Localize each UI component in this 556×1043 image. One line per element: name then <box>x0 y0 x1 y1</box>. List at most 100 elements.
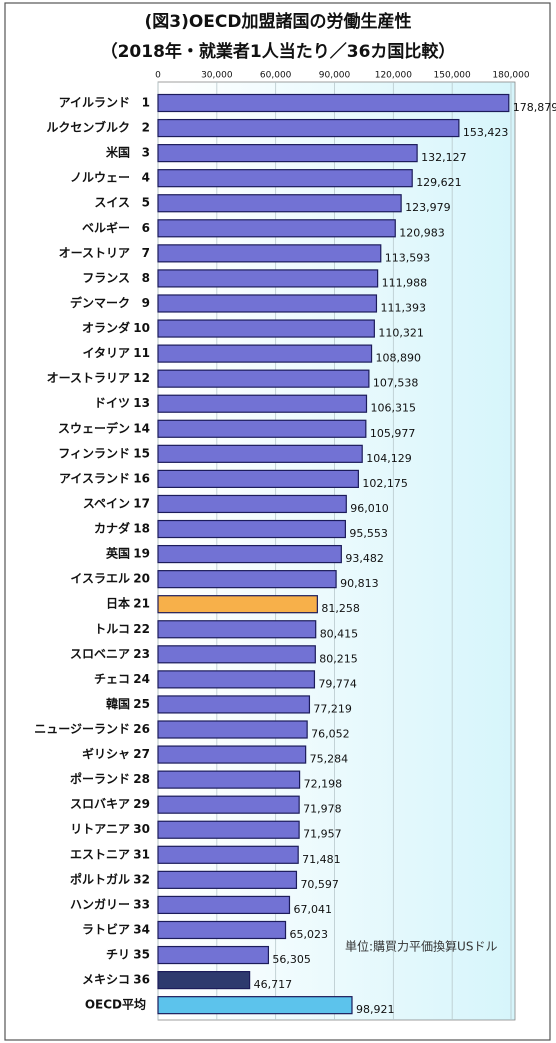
category-label: スペイン <box>83 496 130 510</box>
category-label: 韓国 <box>106 696 130 711</box>
bar <box>157 795 300 814</box>
bar <box>157 945 270 965</box>
bar <box>157 444 363 463</box>
category-label: ルクセンブルク <box>46 120 130 135</box>
x-tick-label: 120,000 <box>375 71 412 81</box>
x-tick-label: 30,000 <box>201 71 233 81</box>
category-label: オーストラリア <box>47 371 130 385</box>
category-label: イタリア <box>82 346 130 360</box>
value-label: 79,774 <box>318 677 357 690</box>
category-label: トルコ <box>94 622 130 636</box>
value-label: 46,717 <box>254 978 293 991</box>
category-label: ラトビア <box>82 921 130 936</box>
rank-label: 24 <box>133 672 150 686</box>
value-label: 113,593 <box>385 251 431 264</box>
chart-subtitle: （2018年・就業者1人当たり／36カ国比較） <box>101 41 456 62</box>
rank-label: 34 <box>133 922 150 936</box>
category-label: ギリシャ <box>82 746 130 761</box>
bar <box>157 144 418 163</box>
bar <box>157 194 402 213</box>
bar <box>157 419 367 438</box>
value-label: 71,481 <box>302 853 341 866</box>
bar <box>157 820 300 839</box>
rank-label: 17 <box>133 496 150 510</box>
rank-label: 18 <box>133 522 150 536</box>
rank-label: 19 <box>133 547 150 561</box>
rank-label: 35 <box>133 948 150 962</box>
category-label: チェコ <box>94 672 130 686</box>
bar <box>157 544 342 564</box>
rank-label: 29 <box>133 797 150 811</box>
value-label: 93,482 <box>345 552 384 565</box>
category-label: オランダ <box>82 320 130 335</box>
rank-label: 21 <box>133 597 150 611</box>
bar <box>157 895 291 915</box>
bar <box>157 720 308 739</box>
rank-label: 33 <box>133 897 150 911</box>
bar <box>157 244 382 263</box>
x-tick-label: 90,000 <box>319 71 351 81</box>
value-label: 95,553 <box>349 527 388 540</box>
value-label: 105,977 <box>370 427 416 440</box>
value-label: 96,010 <box>350 502 389 515</box>
bar <box>157 344 373 363</box>
rank-label: 11 <box>133 346 150 360</box>
bar <box>157 570 337 589</box>
category-label: リトアニア <box>70 822 130 836</box>
x-tick-label: 60,000 <box>260 71 292 81</box>
value-label: 178,879 <box>513 101 556 114</box>
category-label: メキシコ <box>82 973 130 987</box>
rank-label: 32 <box>133 872 150 886</box>
bar <box>157 369 370 388</box>
category-label: ドイツ <box>94 396 130 410</box>
category-label: エストニア <box>70 847 130 861</box>
rank-label: 8 <box>142 271 150 285</box>
rank-label: 4 <box>142 171 150 185</box>
rank-label: 1 <box>142 96 150 110</box>
rank-label: 9 <box>142 296 150 310</box>
bar <box>157 394 368 413</box>
rank-label: 5 <box>142 196 150 210</box>
rank-label: 28 <box>133 772 150 786</box>
rank-label: 20 <box>133 572 150 586</box>
value-label: 65,023 <box>290 928 329 941</box>
value-label: 75,284 <box>310 753 349 766</box>
value-label: 104,129 <box>366 452 412 465</box>
chart-title: (図3)OECD加盟諸国の労働生産性 <box>144 11 411 32</box>
annotation: 単位:購買力平価換算USドル <box>345 939 497 954</box>
category-label: ポーランド <box>70 771 130 786</box>
x-tick-label: 180,000 <box>492 71 529 81</box>
value-label: 153,423 <box>463 126 509 139</box>
value-label: 106,315 <box>370 402 416 415</box>
category-label: スウェーデン <box>58 420 130 435</box>
bar <box>157 219 396 238</box>
rank-label: 22 <box>133 622 150 636</box>
bar <box>157 294 378 313</box>
value-label: 132,127 <box>421 151 467 164</box>
bar <box>157 519 346 539</box>
category-label: デンマーク <box>70 295 130 310</box>
category-label: OECD平均 <box>85 997 146 1012</box>
rank-label: 26 <box>133 722 150 736</box>
category-label: チリ <box>106 948 130 962</box>
bar <box>157 595 318 614</box>
rank-label: 30 <box>133 822 150 836</box>
bar <box>157 93 510 113</box>
bar <box>157 269 379 288</box>
bar <box>157 319 375 338</box>
bar <box>157 620 317 639</box>
rank-label: 14 <box>133 421 150 435</box>
category-label: フィンランド <box>58 446 130 460</box>
x-tick-label: 150,000 <box>434 71 471 81</box>
category-label: スロバキア <box>70 797 130 811</box>
value-label: 111,393 <box>380 301 426 314</box>
value-label: 120,983 <box>399 226 445 239</box>
bar <box>157 118 460 138</box>
value-label: 123,979 <box>405 201 451 214</box>
rank-label: 15 <box>133 446 150 460</box>
x-tick-label: 0 <box>155 71 161 81</box>
value-label: 80,415 <box>320 627 359 640</box>
category-label: カナダ <box>94 521 130 536</box>
category-label: アイスランド <box>59 471 130 485</box>
